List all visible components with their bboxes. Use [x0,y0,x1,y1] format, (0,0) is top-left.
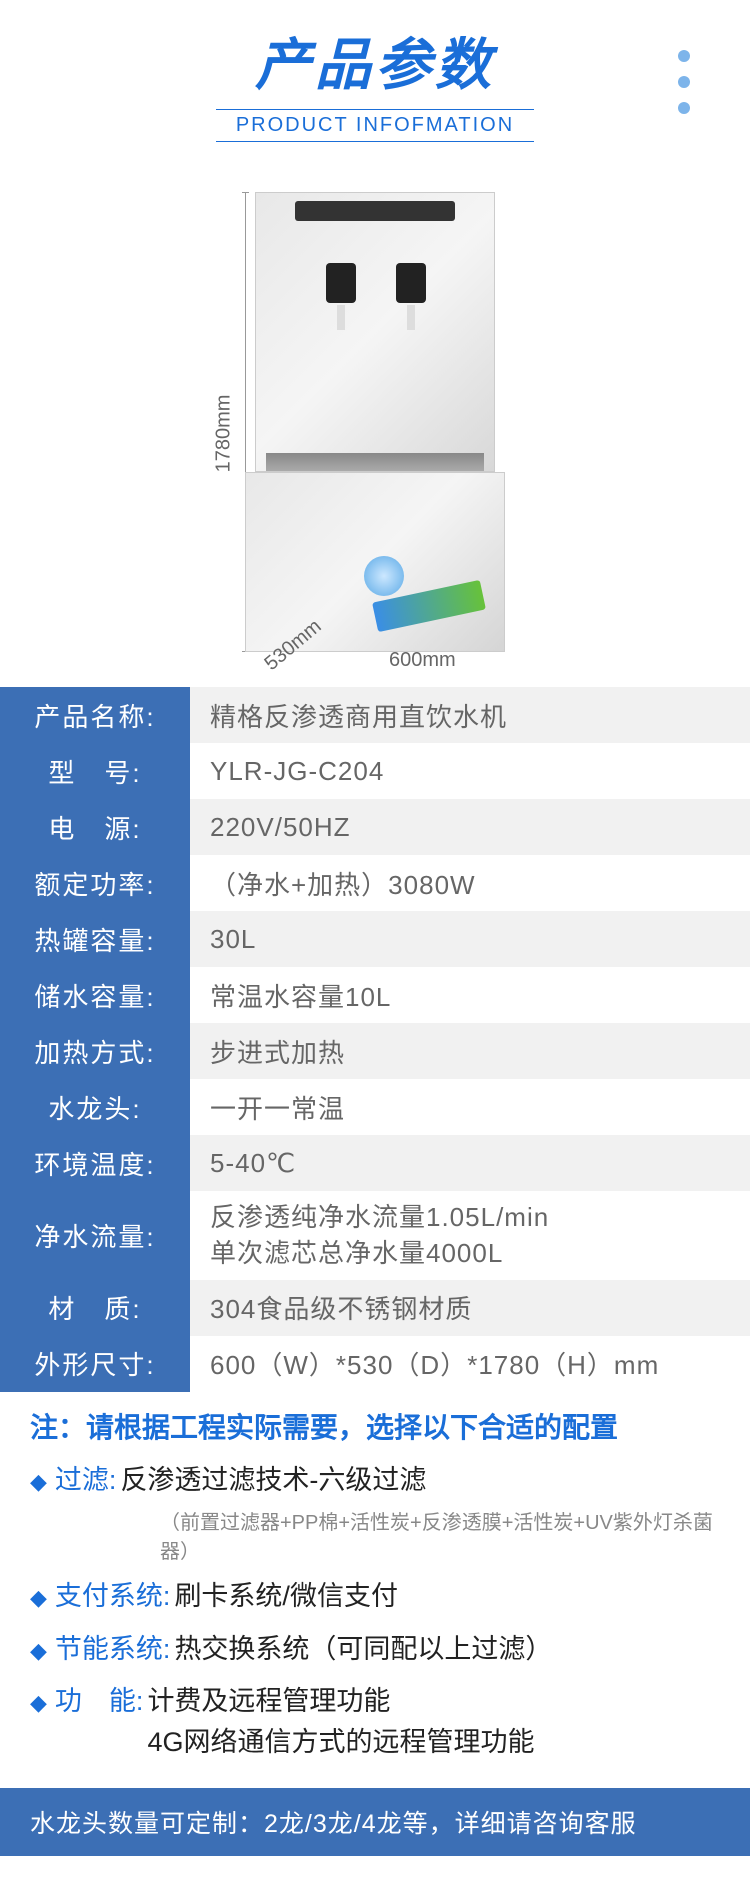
spec-value: 步进式加热 [190,1023,750,1079]
note-item: ◆节能系统:热交换系统（可同配以上过滤） [30,1629,720,1670]
page-title: 产品参数 [0,20,750,101]
spec-value: （净水+加热）3080W [190,855,750,911]
spec-row: 额定功率:（净水+加热）3080W [0,855,750,911]
spec-label: 产品名称: [0,687,190,743]
note-item: ◆支付系统:刷卡系统/微信支付 [30,1576,720,1617]
spec-label: 热罐容量: [0,911,190,967]
machine-illustration: 1780mm 530mm 600mm [235,192,515,652]
spec-value: 一开一常温 [190,1079,750,1135]
spec-label: 电 源: [0,799,190,855]
dimension-width: 600mm [389,649,456,672]
diamond-icon: ◆ [30,1581,47,1614]
spec-value: 5-40℃ [190,1135,750,1191]
spec-label: 环境温度: [0,1135,190,1191]
spec-value: 反渗透纯净水流量1.05L/min单次滤芯总净水量4000L [190,1191,750,1280]
spec-row: 加热方式:步进式加热 [0,1023,750,1079]
notes-heading: 注：请根据工程实际需要，选择以下合适的配置 [30,1406,720,1446]
spec-value: 30L [190,911,750,967]
spec-label: 材 质: [0,1280,190,1336]
diamond-icon: ◆ [30,1465,47,1498]
spec-label: 净水流量: [0,1191,190,1280]
diamond-icon: ◆ [30,1686,47,1719]
spec-label: 额定功率: [0,855,190,911]
spec-label: 外形尺寸: [0,1336,190,1392]
spec-value: 常温水容量10L [190,967,750,1023]
spec-label: 加热方式: [0,1023,190,1079]
spec-row: 水龙头:一开一常温 [0,1079,750,1135]
spec-row: 材 质:304食品级不锈钢材质 [0,1280,750,1336]
spec-row: 热罐容量:30L [0,911,750,967]
specs-table: 产品名称:精格反渗透商用直饮水机型 号:YLR-JG-C204电 源:220V/… [0,687,750,1392]
footer-note: 水龙头数量可定制：2龙/3龙/4龙等，详细请咨询客服 [0,1788,750,1856]
note-label: 过滤: [55,1460,117,1501]
spec-row: 储水容量:常温水容量10L [0,967,750,1023]
note-label: 功 能: [55,1681,144,1722]
spec-row: 净水流量:反渗透纯净水流量1.05L/min单次滤芯总净水量4000L [0,1191,750,1280]
spec-row: 环境温度:5-40℃ [0,1135,750,1191]
spec-row: 型 号:YLR-JG-C204 [0,743,750,799]
page-subtitle: PRODUCT INFOFMATION [216,109,534,142]
spec-value: 精格反渗透商用直饮水机 [190,687,750,743]
product-image-area: 1780mm 530mm 600mm [0,172,750,687]
note-label: 节能系统: [55,1629,171,1670]
note-label: 支付系统: [55,1576,171,1617]
decoration-dots [678,50,690,114]
spec-label: 型 号: [0,743,190,799]
header-section: 产品参数 PRODUCT INFOFMATION [0,0,750,172]
spec-label: 储水容量: [0,967,190,1023]
notes-section: 注：请根据工程实际需要，选择以下合适的配置 ◆过滤:反渗透过滤技术-六级过滤（前… [0,1392,750,1789]
spec-value: YLR-JG-C204 [190,743,750,799]
spec-value: 220V/50HZ [190,799,750,855]
note-item: ◆过滤:反渗透过滤技术-六级过滤 [30,1460,720,1501]
dimension-height: 1780mm [212,395,235,473]
diamond-icon: ◆ [30,1634,47,1667]
spec-row: 外形尺寸:600（W）*530（D）*1780（H）mm [0,1336,750,1392]
spec-value: 304食品级不锈钢材质 [190,1280,750,1336]
note-sub: （前置过滤器+PP棉+活性炭+反渗透膜+活性炭+UV紫外灯杀菌器） [160,1506,720,1564]
spec-row: 产品名称:精格反渗透商用直饮水机 [0,687,750,743]
spec-label: 水龙头: [0,1079,190,1135]
note-value: 刷卡系统/微信支付 [174,1576,720,1617]
note-value: 反渗透过滤技术-六级过滤 [120,1460,720,1501]
note-item: ◆功 能:计费及远程管理功能4G网络通信方式的远程管理功能 [30,1681,720,1762]
note-value: 热交换系统（可同配以上过滤） [174,1629,720,1670]
spec-value: 600（W）*530（D）*1780（H）mm [190,1336,750,1392]
spec-row: 电 源:220V/50HZ [0,799,750,855]
note-value: 计费及远程管理功能4G网络通信方式的远程管理功能 [147,1681,720,1762]
